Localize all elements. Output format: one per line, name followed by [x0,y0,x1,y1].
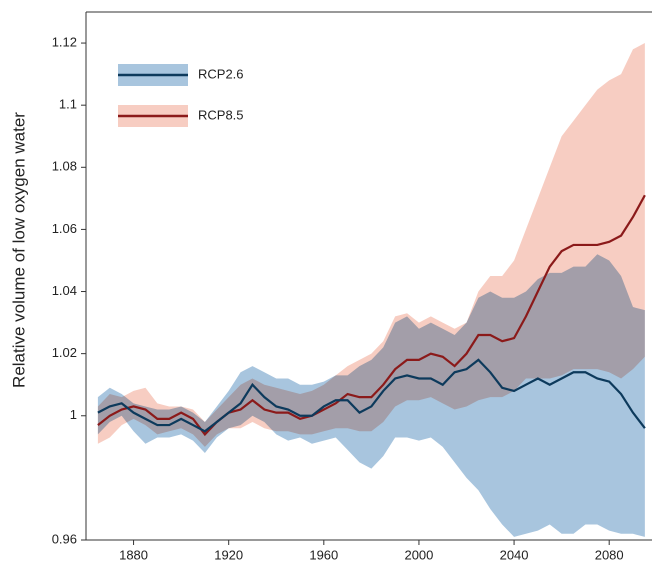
x-tick-label: 2000 [404,547,433,562]
y-tick-label: 1.06 [52,221,77,236]
legend-label: RCP8.5 [198,107,244,122]
plot [97,43,646,537]
y-tick-label: 1.02 [52,345,77,360]
y-tick-label: 1.08 [52,159,77,174]
x-tick-label: 1880 [119,547,148,562]
y-tick-label: 1.04 [52,283,77,298]
line [97,358,646,433]
line [97,194,646,437]
x-tick-label: 1960 [309,547,338,562]
x-tick-label: 2080 [595,547,624,562]
y-tick-label: 1.1 [59,97,77,112]
y-axis-label: Relative volume of low oxygen water [9,112,28,388]
x-tick-label: 1920 [214,547,243,562]
y-tick-label: 1 [70,407,77,422]
x-tick-label: 2040 [500,547,529,562]
y-tick-label: 0.96 [52,531,77,546]
y-tick-label: 1.12 [52,34,77,49]
legend-label: RCP2.6 [198,66,244,81]
